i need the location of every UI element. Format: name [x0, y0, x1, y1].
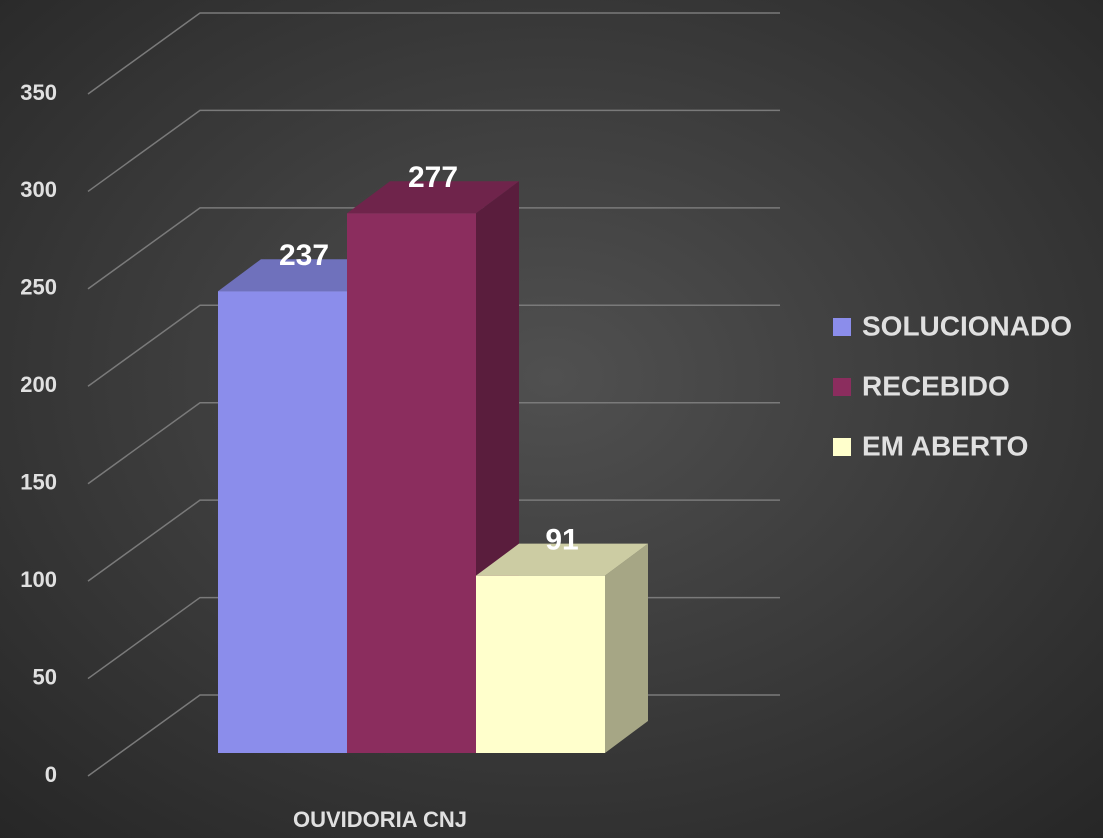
data-label: 277 — [408, 161, 458, 194]
data-label: 91 — [545, 524, 578, 557]
bar — [476, 575, 605, 753]
y-tick-label: 150 — [20, 470, 57, 495]
bar-top — [347, 181, 519, 214]
legend-swatch — [833, 438, 851, 456]
y-tick-label: 0 — [45, 762, 57, 787]
y-tick-label: 50 — [33, 664, 57, 689]
legend-label: RECEBIDO — [862, 370, 1010, 401]
y-tick-label: 200 — [20, 372, 57, 397]
y-tick-label: 250 — [20, 275, 57, 300]
x-tick-label: OUVIDORIA CNJ — [293, 807, 467, 832]
grid-line — [87, 12, 780, 95]
grid-line — [87, 207, 780, 290]
grid-line — [87, 109, 780, 193]
grid-line — [87, 401, 780, 485]
legend-swatch — [833, 318, 851, 336]
y-tick-label: 300 — [20, 177, 57, 202]
legend-label: EM ABERTO — [862, 430, 1028, 461]
bar-side — [605, 543, 648, 753]
data-label: 237 — [279, 239, 329, 272]
bar-top — [476, 543, 648, 576]
grid-line — [87, 304, 780, 387]
legend-swatch — [833, 378, 851, 396]
bar — [347, 213, 476, 753]
y-tick-label: 350 — [20, 80, 57, 105]
grid-line — [87, 499, 780, 582]
bar — [218, 291, 347, 753]
y-tick-label: 100 — [20, 567, 57, 592]
legend-label: SOLUCIONADO — [862, 310, 1072, 341]
